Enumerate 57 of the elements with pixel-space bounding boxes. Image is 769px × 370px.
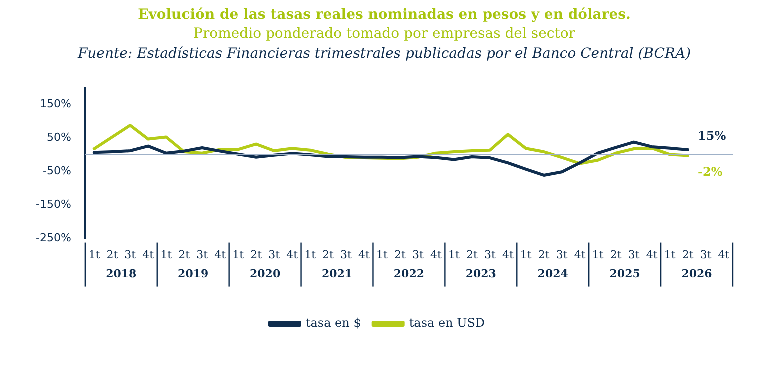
x-tick-label: 4t	[358, 248, 371, 262]
chart-title: Evolución de las tasas reales nominadas en pesos y en dólares.	[137, 6, 632, 25]
x-tick-label: 1t	[664, 248, 676, 262]
x-tick-label: 3t	[124, 248, 137, 262]
text: 2023	[466, 268, 496, 281]
x-tick-label: 2t	[682, 248, 694, 262]
x-tick-label: 3t	[628, 248, 640, 262]
x-tick-label: 2t	[394, 248, 406, 262]
x-tick-label: 3t	[484, 248, 496, 262]
x-tick-label: 1t	[232, 248, 245, 262]
legend-label: tasa en $	[306, 316, 362, 330]
x-tick-label: 4t	[502, 248, 514, 262]
x-tick-label: 4t	[430, 248, 442, 262]
x-tick-label: 1t	[376, 248, 389, 262]
x-tick-label: 2t	[250, 248, 263, 262]
y-tick-label: 50%	[46, 131, 72, 144]
text: 2020	[250, 268, 281, 281]
text: 2021	[322, 268, 353, 281]
x-tick-label: 1t	[592, 248, 604, 262]
source-note: Fuente: Estadísticas Financieras trimestrales publicadas por el Banco Central (BCRA)	[76, 45, 692, 64]
chart-subtitle: Promedio ponderado tomado por empresas del sector	[192, 25, 576, 44]
x-tick-label: 1t	[304, 248, 317, 262]
text: 2018	[106, 268, 138, 281]
x-tick-label: 1t	[160, 248, 173, 262]
text: 2022	[394, 268, 425, 281]
x-tick-label: 4t	[286, 248, 299, 262]
x-tick-label: 4t	[142, 248, 155, 262]
data-label: -2%	[698, 164, 724, 179]
x-tick-label: 4t	[574, 248, 586, 262]
x-tick-label: 3t	[700, 248, 712, 262]
x-tick-label: 2t	[466, 248, 478, 262]
x-tick-label: 3t	[196, 248, 209, 262]
text: 2026	[682, 268, 713, 281]
x-tick-label: 2t	[322, 248, 335, 262]
x-tick-label: 1t	[448, 248, 460, 262]
text: 2019	[178, 268, 209, 281]
x-tick-label: 3t	[268, 248, 281, 262]
x-tick-label: 3t	[412, 248, 424, 262]
x-tick-label: 2t	[610, 248, 622, 262]
x-tick-label: 1t	[88, 248, 101, 262]
x-tick-label: 1t	[520, 248, 532, 262]
x-tick-label: 4t	[718, 248, 730, 262]
text: 2024	[538, 268, 569, 281]
legend-label: tasa en USD	[409, 316, 486, 330]
data-label: 15%	[698, 129, 727, 144]
x-tick-label: 3t	[340, 248, 353, 262]
y-tick-label: -50%	[42, 164, 72, 178]
y-tick-label: 150%	[40, 98, 72, 111]
x-tick-label: 2t	[538, 248, 550, 262]
x-tick-label: 2t	[106, 248, 119, 262]
y-tick-label: -150%	[36, 198, 72, 212]
x-tick-label: 4t	[214, 248, 227, 262]
y-tick-label: -250%	[36, 232, 72, 245]
x-tick-label: 2t	[178, 248, 191, 262]
text: 2025	[610, 268, 640, 281]
x-tick-label: 3t	[556, 248, 568, 262]
x-tick-label: 4t	[646, 248, 658, 262]
